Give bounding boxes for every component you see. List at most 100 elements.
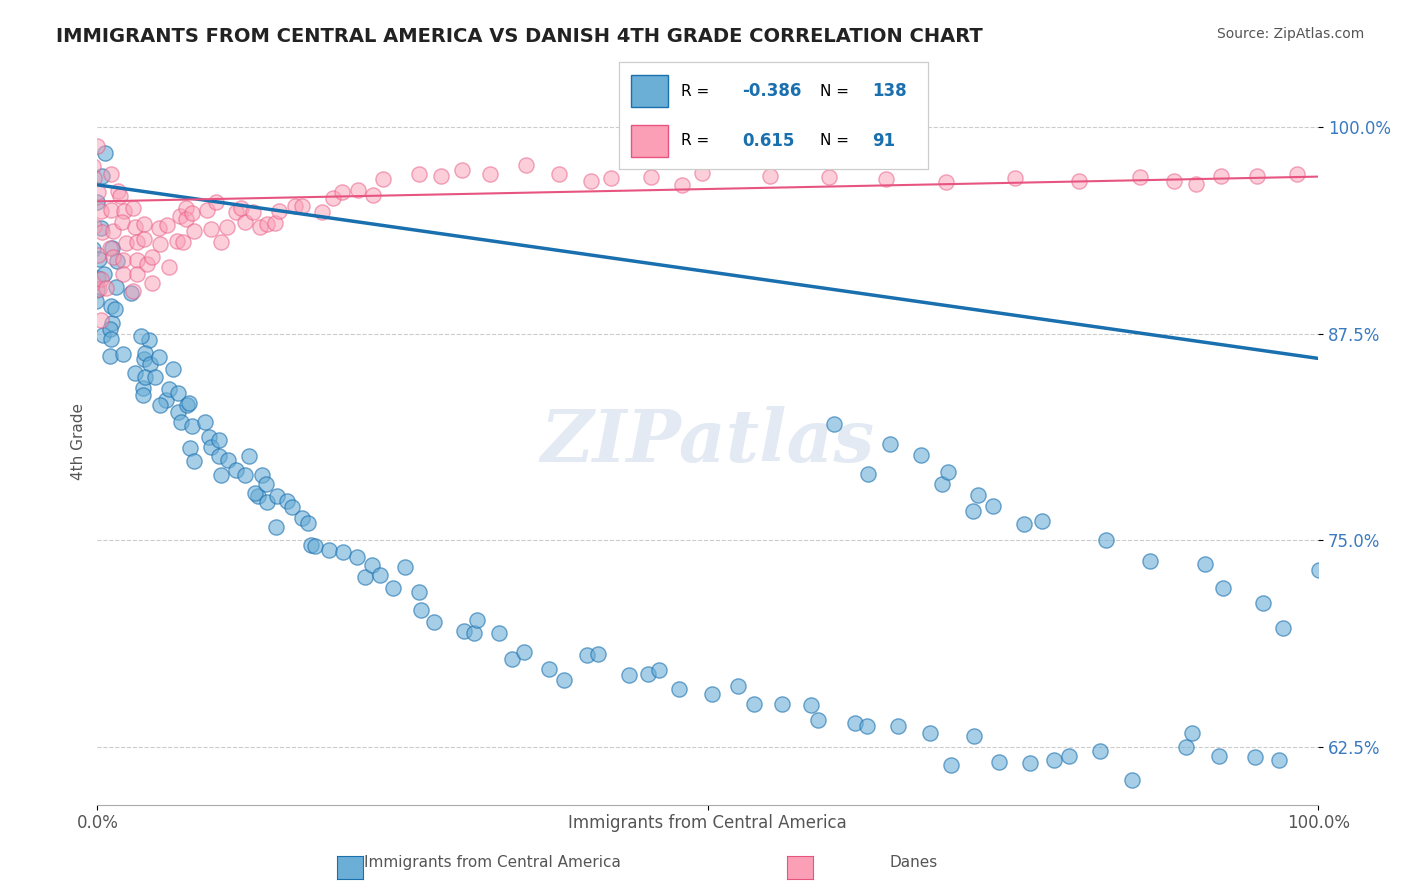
Point <box>818 169 841 184</box>
Point <box>1121 772 1143 787</box>
Point <box>1317 619 1340 633</box>
Point <box>134 369 156 384</box>
Point <box>166 234 188 248</box>
Text: IMMIGRANTS FROM CENTRAL AMERICA VS DANISH 4TH GRADE CORRELATION CHART: IMMIGRANTS FROM CENTRAL AMERICA VS DANIS… <box>56 27 983 45</box>
Point <box>112 204 135 219</box>
Point <box>423 615 446 630</box>
Point <box>110 189 132 203</box>
Point <box>155 219 177 233</box>
Point <box>198 430 221 444</box>
Point <box>134 351 156 366</box>
Point <box>1004 170 1026 185</box>
Point <box>513 645 536 659</box>
Point <box>77 176 100 190</box>
Point <box>124 366 146 380</box>
Point <box>208 450 231 464</box>
Point <box>1012 516 1035 531</box>
Point <box>879 437 901 451</box>
Point <box>132 388 155 402</box>
Point <box>87 248 110 262</box>
Point <box>1211 169 1233 183</box>
Point <box>264 519 287 533</box>
Point <box>124 219 146 234</box>
Point <box>122 201 145 215</box>
Point <box>249 219 271 234</box>
Point <box>205 195 228 210</box>
Point <box>361 188 384 202</box>
Point <box>322 191 344 205</box>
Point <box>225 205 247 219</box>
Point <box>983 500 1005 514</box>
Point <box>501 651 523 665</box>
Point <box>647 663 669 677</box>
Point <box>195 202 218 217</box>
Point <box>1031 514 1053 528</box>
Point <box>90 203 112 218</box>
Point <box>183 224 205 238</box>
Point <box>98 241 121 255</box>
Text: 138: 138 <box>872 82 907 100</box>
Point <box>94 146 117 161</box>
Point <box>125 235 148 249</box>
Point <box>233 214 256 228</box>
Point <box>346 549 368 564</box>
Point <box>1185 177 1208 191</box>
Point <box>141 276 163 290</box>
Y-axis label: 4th Grade: 4th Grade <box>72 402 86 480</box>
Point <box>266 489 288 503</box>
Point <box>82 276 104 290</box>
Point <box>823 417 845 431</box>
Point <box>276 494 298 508</box>
Point <box>1194 557 1216 571</box>
Point <box>176 398 198 412</box>
Text: R =: R = <box>681 84 714 99</box>
Point <box>120 286 142 301</box>
Point <box>453 624 475 638</box>
Point <box>86 195 108 210</box>
Point <box>886 719 908 733</box>
Point <box>225 463 247 477</box>
Point <box>179 396 201 410</box>
Point <box>256 217 278 231</box>
Point <box>1208 748 1230 763</box>
Point <box>209 468 232 483</box>
Text: N =: N = <box>820 84 853 99</box>
Point <box>1246 169 1268 183</box>
Point <box>98 322 121 336</box>
Point <box>217 220 239 235</box>
Point <box>96 281 118 295</box>
Point <box>101 224 124 238</box>
FancyBboxPatch shape <box>631 125 668 157</box>
Point <box>104 279 127 293</box>
Point <box>361 558 384 572</box>
Point <box>1067 174 1090 188</box>
Point <box>330 185 353 199</box>
Point <box>254 477 277 491</box>
Point <box>1095 533 1118 548</box>
Point <box>671 178 693 192</box>
Point <box>82 243 104 257</box>
Point <box>139 357 162 371</box>
Point <box>83 170 105 185</box>
Point <box>145 370 167 384</box>
Point <box>200 440 222 454</box>
Point <box>125 252 148 267</box>
Point <box>1212 582 1234 596</box>
Point <box>101 316 124 330</box>
Point <box>247 489 270 503</box>
Point <box>291 510 314 524</box>
Point <box>770 698 793 712</box>
Point <box>299 538 322 552</box>
Text: Danes: Danes <box>890 855 938 870</box>
Point <box>488 626 510 640</box>
Point <box>394 559 416 574</box>
Text: Immigrants from Central America: Immigrants from Central America <box>364 855 620 870</box>
Point <box>291 199 314 213</box>
Point <box>690 166 713 180</box>
Point <box>1181 726 1204 740</box>
Point <box>304 539 326 553</box>
Point <box>875 172 897 186</box>
Point <box>807 713 830 727</box>
Text: R =: R = <box>681 133 714 148</box>
Point <box>1244 749 1267 764</box>
